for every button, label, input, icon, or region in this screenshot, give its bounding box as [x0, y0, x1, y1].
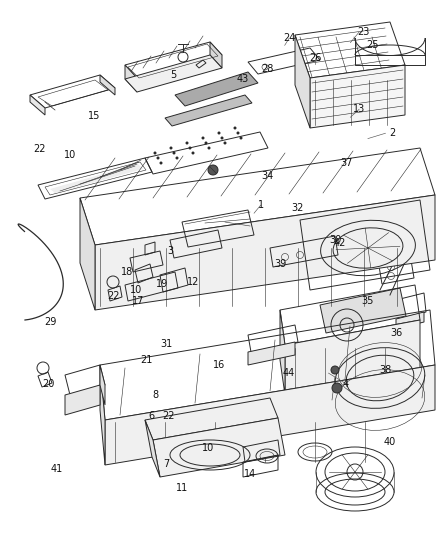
Circle shape — [208, 165, 218, 175]
Circle shape — [191, 151, 194, 155]
Circle shape — [173, 151, 176, 155]
Circle shape — [223, 141, 226, 144]
Text: 44: 44 — [283, 368, 295, 378]
Text: 11: 11 — [176, 483, 188, 492]
Polygon shape — [210, 42, 222, 68]
Circle shape — [186, 141, 188, 144]
Text: 39: 39 — [274, 259, 286, 269]
Text: 2: 2 — [389, 128, 395, 138]
Text: 23: 23 — [357, 27, 370, 37]
Text: 22: 22 — [162, 411, 175, 421]
Circle shape — [156, 157, 159, 159]
Text: 3: 3 — [168, 246, 174, 255]
Text: 8: 8 — [152, 391, 159, 400]
Text: 22: 22 — [108, 291, 120, 301]
Text: 22: 22 — [33, 144, 46, 154]
Circle shape — [159, 161, 162, 165]
Text: 41: 41 — [51, 464, 63, 474]
Polygon shape — [280, 310, 285, 395]
Circle shape — [205, 141, 208, 144]
Polygon shape — [125, 55, 222, 92]
Circle shape — [170, 147, 173, 149]
Text: 5: 5 — [170, 70, 176, 79]
Text: 43: 43 — [237, 74, 249, 84]
Text: 28: 28 — [261, 64, 273, 74]
Text: 26: 26 — [309, 53, 321, 62]
Text: 18: 18 — [121, 267, 133, 277]
Polygon shape — [100, 365, 105, 465]
Text: 30: 30 — [329, 235, 341, 245]
Circle shape — [332, 383, 342, 393]
Text: 17: 17 — [132, 296, 144, 306]
Text: 12: 12 — [187, 278, 199, 287]
Text: 10: 10 — [130, 286, 142, 295]
Polygon shape — [65, 385, 100, 415]
Polygon shape — [295, 35, 310, 128]
Text: 6: 6 — [148, 411, 154, 421]
Text: 15: 15 — [88, 111, 100, 121]
Circle shape — [237, 132, 240, 134]
Polygon shape — [248, 342, 295, 365]
Text: 21: 21 — [141, 355, 153, 365]
Polygon shape — [310, 65, 405, 128]
Text: 34: 34 — [261, 171, 273, 181]
Circle shape — [218, 132, 220, 134]
Circle shape — [331, 366, 339, 374]
Text: 13: 13 — [353, 104, 365, 114]
Polygon shape — [285, 320, 420, 395]
Polygon shape — [320, 288, 406, 333]
Circle shape — [176, 157, 179, 159]
Polygon shape — [105, 365, 435, 465]
Polygon shape — [153, 418, 285, 477]
Text: 42: 42 — [333, 238, 346, 247]
Text: 16: 16 — [213, 360, 225, 370]
Polygon shape — [50, 164, 143, 193]
Polygon shape — [100, 365, 105, 405]
Text: 25: 25 — [366, 41, 378, 50]
Text: 38: 38 — [379, 366, 392, 375]
Circle shape — [208, 147, 211, 149]
Circle shape — [153, 151, 156, 155]
Polygon shape — [100, 75, 115, 95]
Text: 31: 31 — [160, 339, 173, 349]
Text: 10: 10 — [64, 150, 76, 159]
Text: 37: 37 — [340, 158, 352, 167]
Polygon shape — [30, 95, 45, 115]
Text: 36: 36 — [390, 328, 403, 338]
Polygon shape — [125, 65, 137, 92]
Text: 35: 35 — [362, 296, 374, 306]
Polygon shape — [80, 198, 95, 310]
Polygon shape — [145, 420, 160, 477]
Text: 14: 14 — [244, 470, 256, 479]
Text: 32: 32 — [292, 203, 304, 213]
Polygon shape — [396, 312, 424, 329]
Text: 10: 10 — [202, 443, 214, 453]
Circle shape — [240, 136, 243, 140]
Text: 40: 40 — [384, 438, 396, 447]
Text: 29: 29 — [44, 318, 57, 327]
Text: 20: 20 — [42, 379, 54, 389]
Text: 4: 4 — [343, 379, 349, 389]
Circle shape — [201, 136, 205, 140]
Text: 1: 1 — [258, 200, 264, 210]
Text: 7: 7 — [163, 459, 170, 469]
Circle shape — [233, 126, 237, 130]
Polygon shape — [175, 72, 258, 106]
Polygon shape — [95, 195, 435, 310]
Polygon shape — [165, 95, 252, 126]
Circle shape — [188, 147, 191, 149]
Text: 19: 19 — [156, 279, 168, 289]
Text: 24: 24 — [283, 34, 295, 43]
Circle shape — [220, 136, 223, 140]
